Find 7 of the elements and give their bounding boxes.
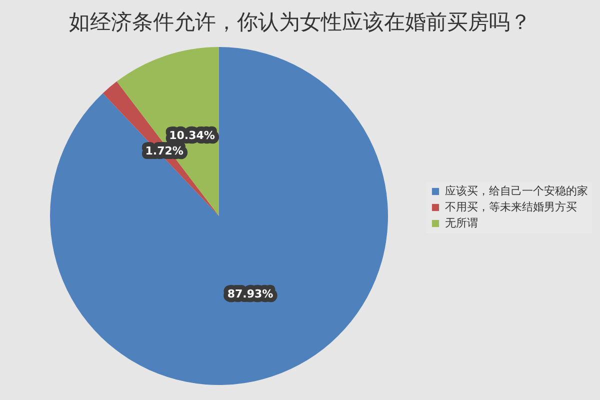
legend-label: 无所谓 <box>445 216 478 230</box>
legend-label: 应该买，给自己一个安稳的家 <box>445 184 588 198</box>
data-label: 10.34% <box>169 128 215 142</box>
legend-label: 不用买，等未来结婚男方买 <box>445 200 577 214</box>
chart-title: 如经济条件允许，你认为女性应该在婚前买房吗？ <box>69 10 531 34</box>
pie-slice <box>50 47 388 385</box>
data-label: 87.93% <box>227 288 274 301</box>
